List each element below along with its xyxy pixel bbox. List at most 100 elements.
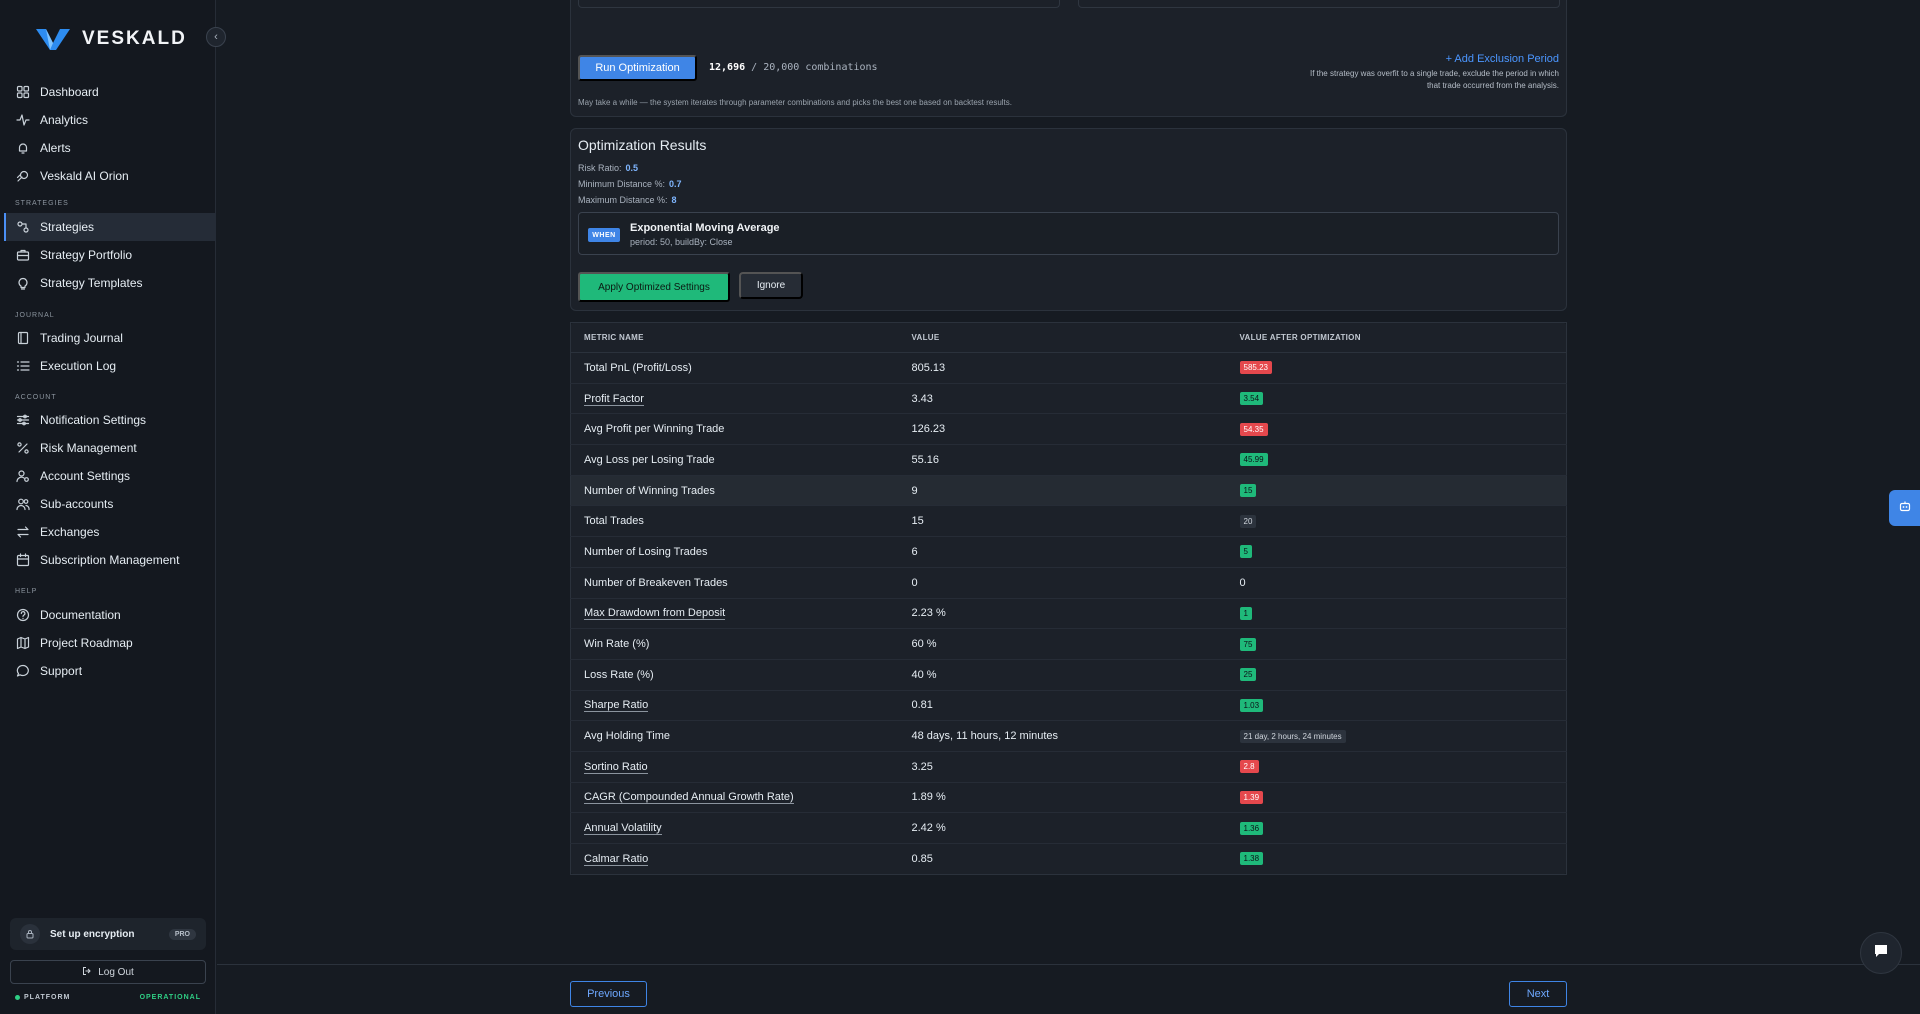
robot-icon (1898, 499, 1912, 518)
sliders-icon (16, 413, 30, 427)
metric-value-after-cell: 5 (1226, 536, 1567, 568)
table-row: Total Trades 15 20 (570, 505, 1567, 537)
metric-value-after-cell: 3.54 (1226, 382, 1567, 414)
sidebar-item-subscription-management[interactable]: Subscription Management (4, 546, 216, 574)
sidebar-item-strategy-templates[interactable]: Strategy Templates (4, 269, 216, 297)
metric-name-cell: Max Drawdown from Deposit (570, 597, 899, 629)
sidebar-item-trading-journal[interactable]: Trading Journal (4, 324, 216, 352)
metric-name: Win Rate (%) (584, 638, 650, 651)
metric-name-cell: Total Trades (570, 505, 899, 537)
metrics-table: METRIC NAME VALUE VALUE AFTER OPTIMIZATI… (570, 322, 1567, 875)
table-row: Annual Volatility 2.42 % 1.36 (570, 812, 1567, 844)
help-circle-icon (16, 608, 30, 622)
metric-value-after-badge: 1.03 (1239, 698, 1264, 712)
metric-name: Number of Losing Trades (584, 545, 708, 558)
sidebar-item-support[interactable]: Support (4, 657, 216, 685)
section-label-help: HELP (15, 588, 38, 595)
table-row: CAGR (Compounded Annual Growth Rate) 1.89… (570, 781, 1567, 813)
sidebar-item-execution-log[interactable]: Execution Log (4, 352, 216, 380)
brand-logo[interactable]: VESKALD (34, 26, 187, 52)
table-row: Avg Profit per Winning Trade 126.23 54.35 (570, 413, 1567, 445)
indicator-params: period: 50, buildBy: Close (630, 237, 733, 247)
previous-button[interactable]: Previous (570, 981, 647, 1007)
sidebar-item-veskald-ai-orion[interactable]: Veskald AI Orion (4, 162, 216, 190)
add-exclusion-period-link[interactable]: + Add Exclusion Period (1445, 53, 1559, 65)
metric-name: Total PnL (Profit/Loss) (584, 361, 692, 374)
parameter-input-left[interactable] (578, 0, 1060, 8)
chat-button[interactable] (1860, 932, 1902, 974)
metric-value-after-badge: 1.36 (1239, 821, 1264, 835)
metric-value: 2.42 % (898, 812, 1227, 844)
metric-value: 48 days, 11 hours, 12 minutes (898, 720, 1227, 752)
sidebar-item-strategy-portfolio[interactable]: Strategy Portfolio (4, 241, 216, 269)
collapse-sidebar-button[interactable]: ‹ (206, 27, 226, 47)
sidebar-item-account-settings[interactable]: Account Settings (4, 462, 216, 490)
metric-value-after-cell: 0 (1226, 566, 1567, 598)
sidebar-item-documentation[interactable]: Documentation (4, 601, 216, 629)
sidebar-item-label: Support (40, 664, 83, 678)
table-header-row: METRIC NAME VALUE VALUE AFTER OPTIMIZATI… (570, 322, 1567, 353)
sidebar-item-label: Alerts (40, 141, 71, 155)
sidebar-item-label: Execution Log (40, 359, 117, 373)
table-row: Avg Holding Time 48 days, 11 hours, 12 mi… (570, 720, 1567, 752)
sidebar-item-project-roadmap[interactable]: Project Roadmap (4, 629, 216, 657)
table-row: Total PnL (Profit/Loss) 805.13 585.23 (570, 352, 1567, 384)
metric-name-cell: Number of Winning Trades (570, 474, 899, 506)
metric-name[interactable]: Sharpe Ratio (584, 699, 649, 713)
metric-name[interactable]: Profit Factor (584, 392, 644, 406)
header-value: VALUE (898, 322, 1227, 353)
metric-name: Avg Profit per Winning Trade (584, 423, 725, 436)
metric-name: Number of Winning Trades (584, 484, 715, 497)
assistant-tab-button[interactable] (1889, 490, 1920, 526)
metric-value-after-cell: 1 (1226, 597, 1567, 629)
optimization-note: May take a while — the system iterates t… (578, 98, 1013, 107)
logout-button[interactable]: Log Out (10, 960, 206, 984)
sidebar-item-risk-management[interactable]: Risk Management (4, 434, 216, 462)
metric-value-after-badge: 3.54 (1239, 392, 1264, 406)
combinations-counter: 12,696 / 20,000 combinations (709, 62, 878, 73)
metric-value-after-badge: 54.35 (1239, 422, 1268, 436)
users-icon (16, 497, 30, 511)
sidebar-item-label: Sub-accounts (40, 497, 114, 511)
ignore-button[interactable]: Ignore (739, 272, 803, 299)
metric-name[interactable]: Max Drawdown from Deposit (584, 607, 726, 621)
next-button[interactable]: Next (1509, 981, 1567, 1007)
metric-name[interactable]: CAGR (Compounded Annual Growth Rate) (584, 791, 794, 805)
param-risk-ratio: Risk Ratio: 0.5 (578, 163, 639, 173)
brand-name: VESKALD (82, 28, 187, 49)
platform-label: PLATFORM (15, 994, 70, 1001)
metric-name-cell: Win Rate (%) (570, 628, 899, 660)
sidebar-item-sub-accounts[interactable]: Sub-accounts (4, 490, 216, 518)
metric-value-after-badge: 5 (1239, 545, 1252, 559)
metric-name[interactable]: Sortino Ratio (584, 760, 648, 774)
run-optimization-button[interactable]: Run Optimization (578, 55, 697, 81)
footer-divider (217, 964, 1920, 965)
metric-value-after-badge: 45.99 (1239, 453, 1268, 467)
condition-card: WHEN Exponential Moving Average period: … (578, 212, 1559, 255)
metric-name-cell: Sharpe Ratio (570, 689, 899, 721)
sidebar-item-alerts[interactable]: Alerts (4, 134, 216, 162)
sidebar-item-dashboard[interactable]: Dashboard (4, 78, 216, 106)
sidebar: VESKALD Dashboard Analytics Alerts Veskald … (0, 0, 216, 1014)
metric-name[interactable]: Annual Volatility (584, 822, 662, 836)
metric-name[interactable]: Calmar Ratio (584, 852, 649, 866)
sidebar-item-label: Notification Settings (40, 413, 147, 427)
sidebar-item-label: Strategy Portfolio (40, 248, 133, 262)
table-row: Number of Winning Trades 9 15 (570, 474, 1567, 506)
encryption-card[interactable]: Set up encryption PRO (10, 918, 206, 950)
apply-optimized-settings-button[interactable]: Apply Optimized Settings (578, 272, 730, 302)
metric-name-cell: Sortino Ratio (570, 750, 899, 783)
param-max-distance: Maximum Distance %: 8 (578, 195, 677, 205)
metric-name-cell: Avg Loss per Losing Trade (570, 444, 899, 476)
sidebar-item-exchanges[interactable]: Exchanges (4, 518, 216, 546)
metric-name: Total Trades (584, 515, 644, 528)
sidebar-item-notification-settings[interactable]: Notification Settings (4, 406, 216, 434)
table-row: Number of Losing Trades 6 5 (570, 536, 1567, 568)
parameter-input-right[interactable] (1078, 0, 1560, 8)
table-row: Loss Rate (%) 40 % 25 (570, 658, 1567, 691)
sidebar-item-strategies[interactable]: Strategies (4, 213, 216, 241)
sidebar-item-analytics[interactable]: Analytics (4, 106, 216, 134)
metric-name: Number of Breakeven Trades (584, 576, 728, 589)
table-row: Max Drawdown from Deposit 2.23 % 1 (570, 597, 1567, 629)
metric-value: 3.43 (898, 382, 1227, 414)
